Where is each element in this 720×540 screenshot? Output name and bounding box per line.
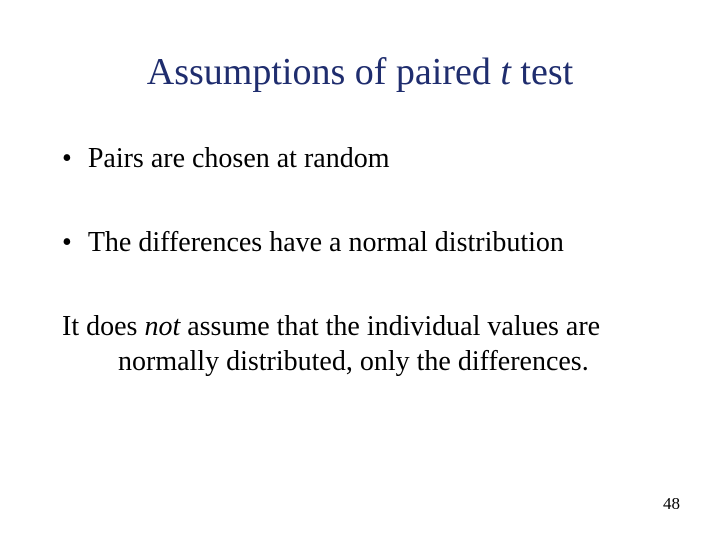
page-number: 48 [663,494,680,514]
bullet-item-1: • Pairs are chosen at random [50,142,670,176]
slide-title: Assumptions of paired t test [50,50,670,94]
slide-container: Assumptions of paired t test • Pairs are… [0,0,720,540]
bullet-text-2: The differences have a normal distributi… [88,226,564,260]
title-suffix: test [511,51,573,93]
bullet-text-1: Pairs are chosen at random [88,142,390,176]
bullet-item-2: • The differences have a normal distribu… [50,226,670,260]
title-prefix: Assumptions of paired [147,51,501,93]
paragraph-note: It does not assume that the individual v… [50,309,670,379]
title-italic: t [500,51,511,93]
paragraph-italic: not [144,311,180,342]
bullet-marker-icon: • [62,142,72,176]
paragraph-prefix: It does [62,311,144,342]
paragraph-suffix: assume that the individual values are no… [118,311,600,377]
bullet-marker-icon: • [62,226,72,260]
